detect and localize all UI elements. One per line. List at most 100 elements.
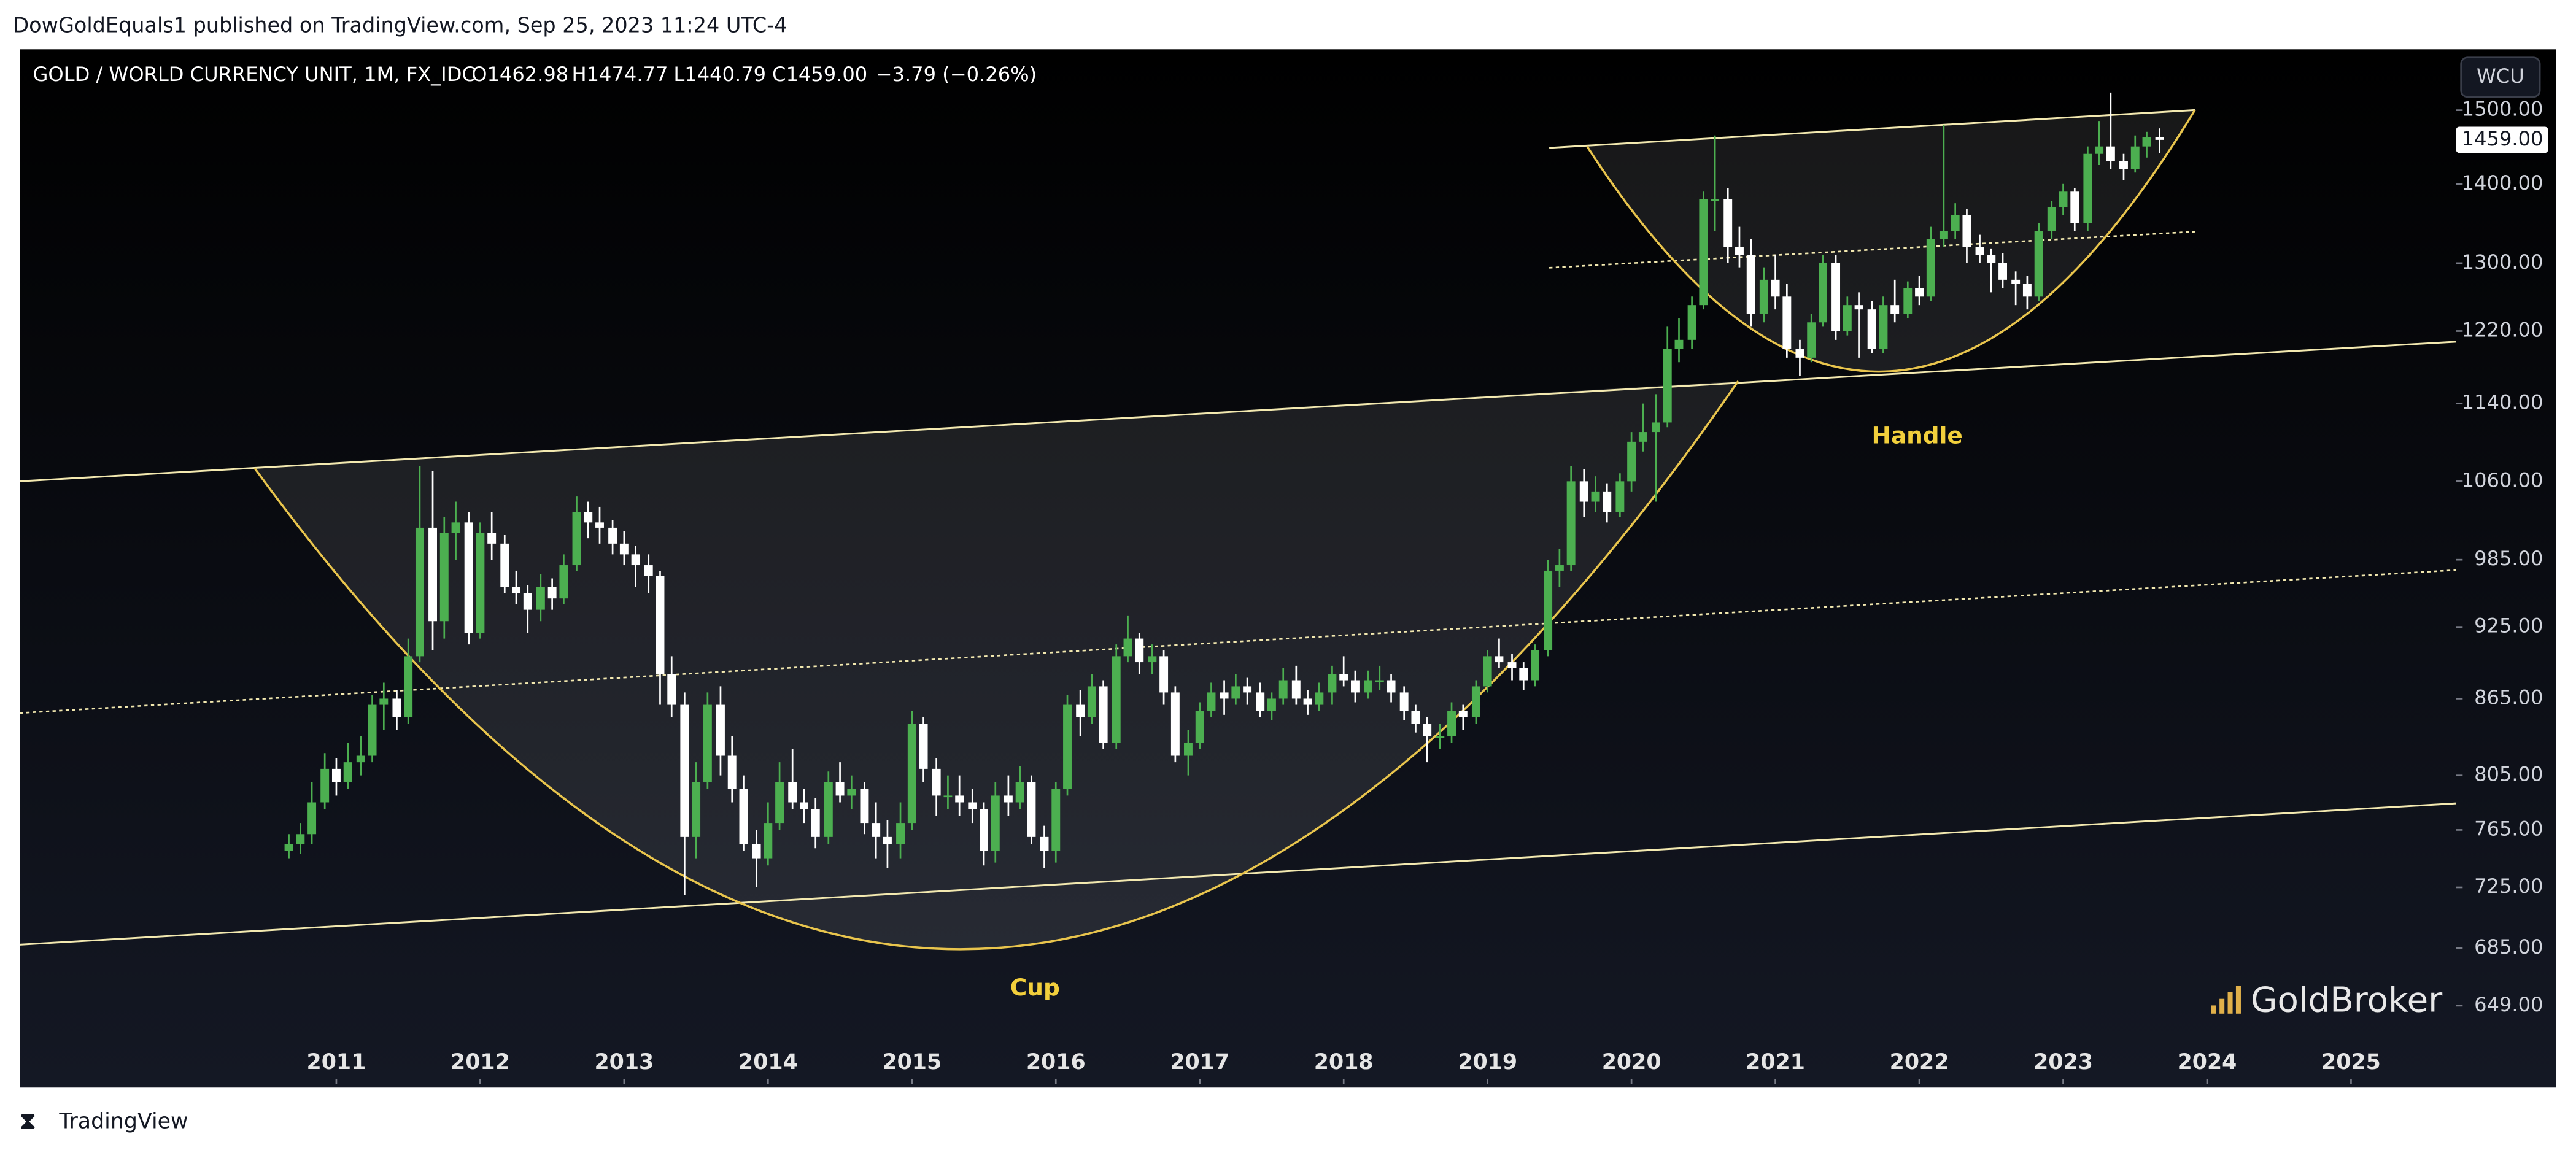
candle-body [872,823,881,837]
candle-body [835,782,845,796]
candle-body [451,522,460,533]
ohlc-high: H1474.77 [571,63,668,86]
candle-body [2142,137,2151,147]
candle-body [788,782,797,803]
upper-channel-line [20,341,2456,482]
last-price-label: 1459.00 [2462,127,2543,150]
candle-body [1436,736,1445,738]
ohlc-open: O1462.98 [471,63,568,86]
candle-body [1291,680,1301,699]
candle-body [727,755,737,789]
candle-body [1723,199,1733,247]
candle-body [343,762,352,782]
candle-body [1458,711,1468,717]
candle-body [1267,698,1276,711]
x-tick-label: 2014 [738,1050,798,1075]
candle-body [1771,279,1780,297]
cup-label: Cup [1010,974,1060,1001]
candle-body [847,789,856,796]
ohlc-change: −3.79 (−0.26%) [876,63,1037,86]
candle-body [1027,782,1036,837]
candle-body [1015,782,1024,803]
candle-body [1507,662,1517,668]
candle-body [2070,191,2079,223]
y-tick-label: 865.00 [2474,685,2543,709]
candle-body [656,576,665,674]
footer-logo-mark: ⧗ [20,1107,36,1134]
candle-body [1939,231,1948,239]
candle-body [1998,263,2007,280]
candle-body [559,565,568,599]
logo-bar [2227,992,2233,1014]
handle-curve [1586,109,2196,373]
x-tick-label: 2023 [2033,1050,2093,1075]
middle-channel-line [20,569,2456,714]
candle-body [799,802,808,809]
candle-body [439,533,449,622]
x-tick-label: 2016 [1026,1050,1086,1075]
x-tick-label: 2019 [1458,1050,1517,1075]
logo-bar [2211,1005,2216,1014]
candle-body [811,809,820,837]
candle-body [1652,422,1660,433]
candle-body [320,768,330,803]
y-tick-label: 1220.00 [2462,318,2543,341]
handle-middle-line [1549,231,2195,269]
candle-body [1423,724,1432,736]
candle-body [1926,239,1935,297]
candle-body [716,704,725,756]
candle-body [1207,692,1216,711]
candle-body [307,802,317,835]
footer-brand: TradingView [58,1109,188,1133]
candle-body [1699,199,1708,306]
ohlc-low: L1440.79 [673,63,766,86]
candle-body [968,802,977,809]
lower-channel-line [20,802,2456,946]
candle-body [1759,279,1768,314]
candle-body [523,593,532,610]
candle-body [1735,247,1744,255]
candle-body [1148,656,1157,663]
y-tick-label: 685.00 [2474,935,2543,959]
candle-body [464,522,473,633]
watermark: GoldBroker [2251,981,2443,1021]
candle-body [356,755,365,763]
logo-bar [2219,998,2225,1014]
candle-body [1831,263,1841,331]
candle-body [2130,146,2140,169]
candle-body [608,527,617,544]
candle-body [1615,481,1625,512]
candle-body [1807,322,1816,358]
candle-body [1231,686,1240,699]
candle-body [883,836,892,844]
currency-button-label[interactable]: WCU [2477,64,2524,88]
candle-body [932,768,941,796]
x-tick-label: 2020 [1602,1050,1661,1075]
candle-body [644,565,653,576]
candle-body [2095,146,2104,154]
candle-body [1951,215,1960,231]
published-line: DowGoldEquals1 published on TradingView.… [13,13,787,37]
candle-body [1879,305,1888,349]
x-tick-label: 2013 [594,1050,654,1075]
candle-body [1711,199,1720,201]
handle-label: Handle [1871,422,1962,449]
candle-body [1579,481,1588,502]
currency-button[interactable] [2460,56,2541,98]
candle-body [487,533,497,544]
candle-body [1112,656,1121,743]
x-tick-label: 2017 [1170,1050,1229,1075]
candle-body [2022,284,2032,297]
candle-body [919,724,928,769]
candle-body [824,782,833,837]
y-tick-label: 1140.00 [2462,391,2543,414]
x-tick-label: 2011 [307,1050,366,1075]
candle-body [368,704,377,756]
candle-body [1447,711,1456,736]
candle-body [512,587,520,593]
candle-body [2034,231,2043,297]
candle-body [1159,656,1169,693]
x-tick-label: 2025 [2321,1050,2381,1075]
candle-body [296,834,305,844]
candle-body [1544,570,1553,650]
